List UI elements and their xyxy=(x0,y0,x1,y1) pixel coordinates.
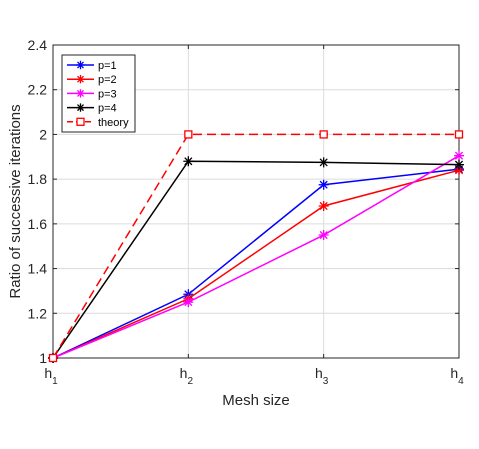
data-point xyxy=(454,130,464,139)
y-axis-label: Ratio of successive iterations xyxy=(7,104,24,298)
series-line xyxy=(52,155,460,359)
legend-entry: p=1 xyxy=(67,60,117,72)
x-tick-label-subscript: 1 xyxy=(52,376,58,387)
x-tick-label: h3 xyxy=(315,365,329,387)
data-point xyxy=(318,200,329,211)
series-line xyxy=(52,160,460,359)
legend-entry: p=2 xyxy=(67,74,117,86)
legend-entry: p=4 xyxy=(67,103,117,115)
data-point xyxy=(48,353,58,363)
data-point xyxy=(454,150,464,161)
data-point xyxy=(454,165,464,176)
x-tick-label-subscript: 4 xyxy=(458,376,464,387)
legend-label: p=4 xyxy=(98,103,117,115)
x-tick-label: h2 xyxy=(180,365,194,387)
y-tick-label: 1.2 xyxy=(28,305,48,321)
legend-label: p=2 xyxy=(98,74,117,86)
y-tick-label: 1 xyxy=(39,350,47,366)
legend-marker xyxy=(76,117,85,126)
data-point xyxy=(318,157,329,168)
x-tick-label-base: h xyxy=(180,365,188,381)
x-tick-label-subscript: 2 xyxy=(187,376,193,387)
y-tick-label: 2.4 xyxy=(28,37,48,53)
series-line xyxy=(52,168,460,359)
series xyxy=(48,130,464,363)
x-axis-label: Mesh size xyxy=(222,392,290,409)
y-tick-label: 1.4 xyxy=(28,261,48,277)
y-tick-label: 1.6 xyxy=(28,216,48,232)
y-tick-label: 2.2 xyxy=(28,82,48,98)
legend-entry: p=3 xyxy=(67,88,117,100)
series-line xyxy=(52,133,459,359)
data-point xyxy=(183,156,194,167)
x-tick-label: h1 xyxy=(44,365,58,387)
y-tick-label: 2 xyxy=(39,126,47,142)
plot-area xyxy=(52,44,460,359)
x-tick-label: h4 xyxy=(450,365,464,387)
data-point xyxy=(318,230,329,241)
x-tick-label-subscript: 3 xyxy=(323,376,329,387)
data-point xyxy=(319,130,328,139)
legend-marker xyxy=(76,89,85,98)
x-tick-label-base: h xyxy=(44,365,52,381)
legend-marker xyxy=(76,75,85,84)
legend-marker xyxy=(76,103,85,112)
legend-label: theory xyxy=(98,117,129,129)
data-point xyxy=(184,130,193,139)
data-point xyxy=(318,179,329,190)
y-ticks: 1 1.2 1.4 1.6 1.8 2 2.2 2.4 xyxy=(28,37,459,366)
x-tick-label-base: h xyxy=(450,365,458,381)
x-tick-label-base: h xyxy=(315,365,323,381)
series-theory xyxy=(48,130,464,363)
legend-marker xyxy=(76,60,85,70)
legend: p=1 p=2 p=3 p=4 theory xyxy=(61,54,136,133)
data-point xyxy=(183,297,194,308)
legend-label: p=1 xyxy=(98,60,117,72)
series-line xyxy=(52,169,460,359)
legend-label: p=3 xyxy=(98,88,117,100)
data-point xyxy=(454,159,464,170)
y-tick-label: 1.8 xyxy=(28,171,48,187)
legend-entry: theory xyxy=(67,117,129,129)
